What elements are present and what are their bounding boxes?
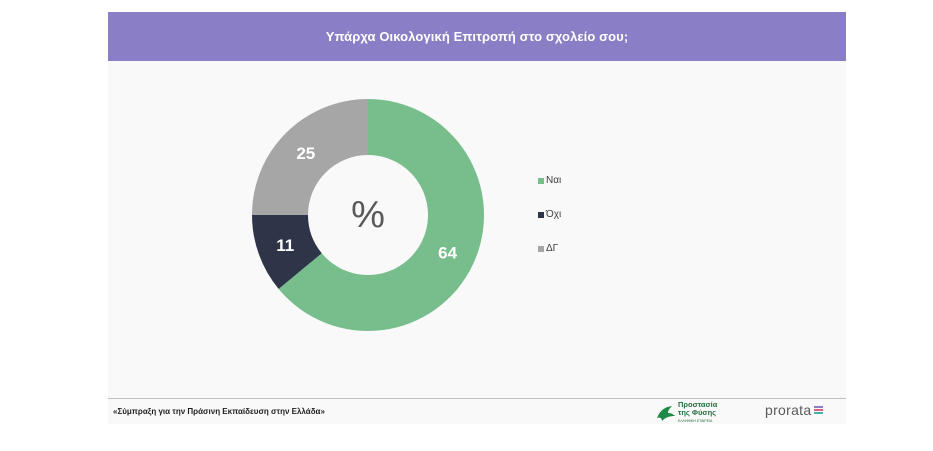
bird-logo-icon <box>657 406 675 421</box>
legend-label-dg: ΔΓ <box>546 243 559 254</box>
logo-prorata: prorata <box>765 402 824 418</box>
chart-title: Υπάρχα Οικολογική Επιτροπή στο σχολείο σ… <box>325 29 629 44</box>
slice-nai <box>278 99 484 331</box>
legend-item-oxi: Όχι <box>538 206 561 223</box>
data-label-oxi: 11 <box>276 236 294 255</box>
data-label-nai: 64 <box>438 243 457 262</box>
legend-label-nai: Ναι <box>546 175 562 186</box>
slice-dg <box>252 99 368 215</box>
legend: Ναι Όχι ΔΓ <box>538 172 561 274</box>
legend-item-dg: ΔΓ <box>538 240 561 257</box>
center-percent-label: % <box>351 194 385 236</box>
title-bar: Υπάρχα Οικολογική Επιτροπή στο σχολείο σ… <box>108 12 846 61</box>
logo-fysi-line3: ΕΛΛΗΝΙΚΗ ΕΤΑΙΡΕΙΑ <box>678 419 713 423</box>
footer-divider <box>108 398 846 399</box>
slice-oxi <box>252 215 322 289</box>
logo-prorata-word: prorata <box>765 402 812 418</box>
legend-item-nai: Ναι <box>538 172 561 189</box>
donut-chart: 64 11 25% <box>252 99 484 331</box>
legend-label-oxi: Όχι <box>546 209 562 220</box>
footer-text: «Σύμπραξη για την Πράσινη Εκπαίδευση στη… <box>113 407 325 416</box>
logo-prostasia-fysis: Προστασία της Φύσης ΕΛΛΗΝΙΚΗ ΕΤΑΙΡΕΙΑ <box>656 401 717 425</box>
data-label-dg: 25 <box>296 144 315 163</box>
legend-swatch-dg <box>538 245 544 252</box>
legend-swatch-oxi <box>538 211 544 218</box>
legend-swatch-nai <box>538 177 544 184</box>
logo-fysi-line2: της Φύσης <box>678 408 717 417</box>
logo-fysi-line1: Προστασία <box>678 400 718 409</box>
prorata-bars-icon <box>814 406 824 414</box>
